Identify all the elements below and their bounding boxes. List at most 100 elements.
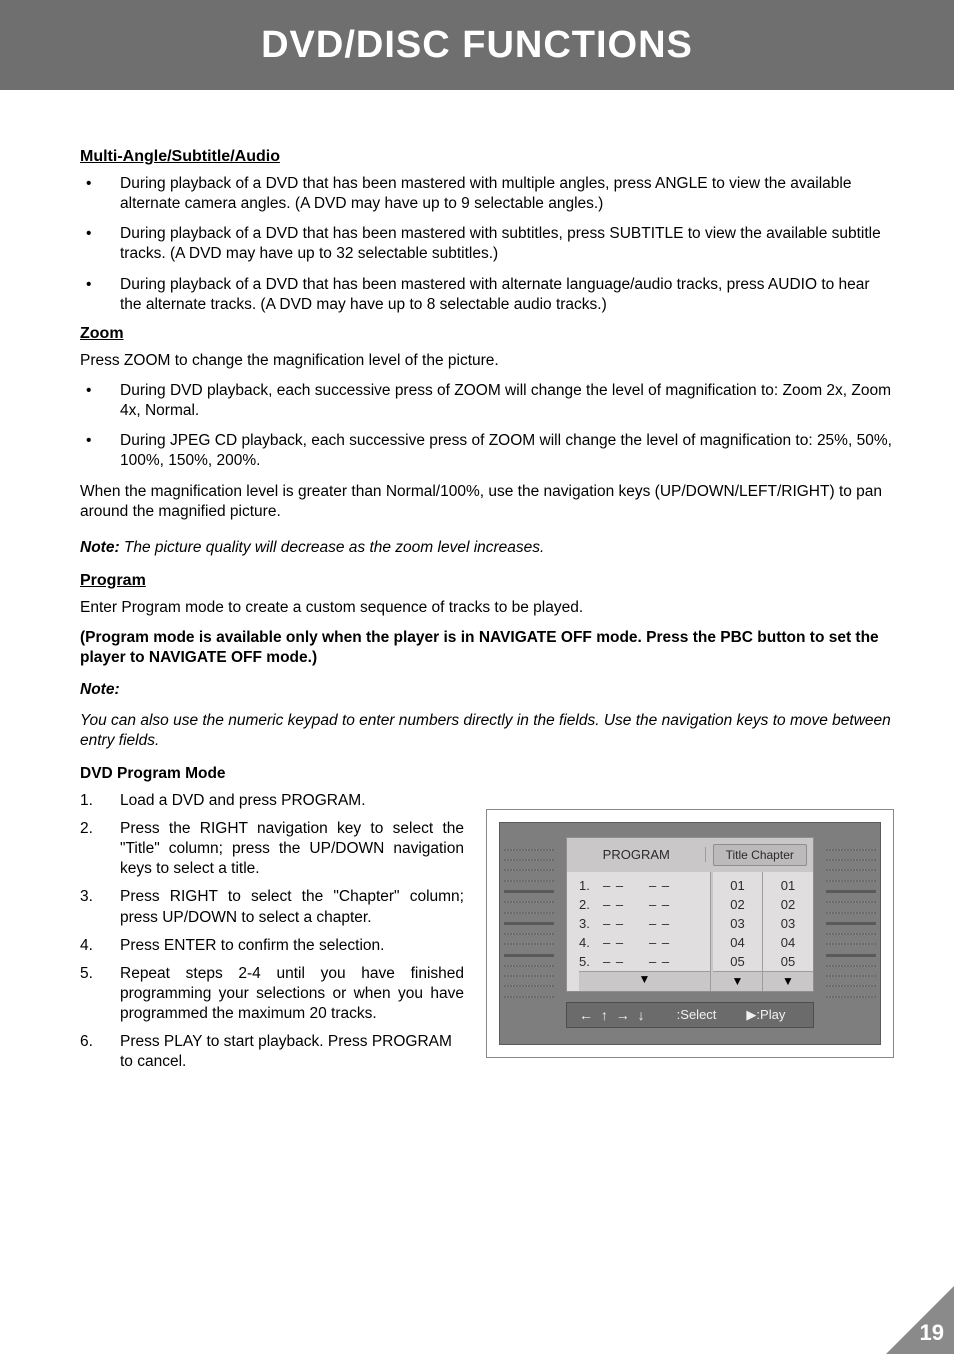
program-steps-list: 1.Load a DVD and press PROGRAM. 2.Press … <box>80 791 464 1073</box>
title-column: 01 02 03 04 05 ▼ <box>713 872 763 991</box>
row-idx: 5. <box>579 954 603 969</box>
bullet-text: During DVD playback, each successive pre… <box>120 381 894 421</box>
step-number: 4. <box>80 936 120 956</box>
row-idx: 4. <box>579 935 603 950</box>
content-area: Multi-Angle/Subtitle/Audio •During playb… <box>0 90 954 1081</box>
program-footer-bar: ← ↑ → ↓ :Select ▶:Play <box>566 1002 814 1028</box>
multi-angle-bullet-list: •During playback of a DVD that has been … <box>80 174 894 315</box>
row-idx: 1. <box>579 878 603 893</box>
row-dash: – – <box>603 916 649 931</box>
cell: 03 <box>713 914 762 933</box>
row-idx: 3. <box>579 916 603 931</box>
dvd-program-mode-heading: DVD Program Mode <box>80 765 894 783</box>
list-item: 5.Repeat steps 2-4 until you have finish… <box>80 964 464 1024</box>
section-heading-zoom: Zoom <box>80 325 894 343</box>
list-item: 6.Press PLAY to start playback. Press PR… <box>80 1032 464 1072</box>
step-text: Press RIGHT to select the "Chapter" colu… <box>120 887 464 927</box>
row-dash: – – <box>649 897 695 912</box>
bullet-text: During playback of a DVD that has been m… <box>120 174 894 214</box>
cell: 04 <box>713 933 762 952</box>
note-label: Note: <box>80 680 894 700</box>
bullet-text: During playback of a DVD that has been m… <box>120 275 894 315</box>
row-dash: – – <box>649 878 695 893</box>
program-entry-column: 1.– –– – 2.– –– – 3.– –– – 4.– –– – 5.– … <box>567 872 711 991</box>
cell: 05 <box>763 952 813 971</box>
zoom-intro: Press ZOOM to change the magnification l… <box>80 351 894 371</box>
note-text: The picture quality will decrease as the… <box>120 539 545 556</box>
bullet-text: During playback of a DVD that has been m… <box>120 224 894 264</box>
steps-column: 1.Load a DVD and press PROGRAM. 2.Press … <box>80 791 464 1081</box>
zoom-note: Note: The picture quality will decrease … <box>80 538 894 558</box>
program-table-header: PROGRAM Title Chapter <box>567 838 813 872</box>
step-text: Repeat steps 2-4 until you have finished… <box>120 964 464 1024</box>
row-idx: 2. <box>579 897 603 912</box>
program-note-text: You can also use the numeric keypad to e… <box>80 711 894 751</box>
select-label: :Select <box>677 1007 717 1022</box>
program-table-body: 1.– –– – 2.– –– – 3.– –– – 4.– –– – 5.– … <box>567 872 813 991</box>
row-dash: – – <box>649 916 695 931</box>
step-text: Load a DVD and press PROGRAM. <box>120 791 366 811</box>
row-dash: – – <box>603 878 649 893</box>
step-number: 1. <box>80 791 120 811</box>
list-item: •During playback of a DVD that has been … <box>80 275 894 315</box>
program-table: PROGRAM Title Chapter 1.– –– – 2.– –– – … <box>566 837 814 992</box>
section-heading-multi-angle: Multi-Angle/Subtitle/Audio <box>80 148 894 166</box>
list-item: •During playback of a DVD that has been … <box>80 174 894 214</box>
bullet-dot: • <box>80 431 120 471</box>
cell: 03 <box>763 914 813 933</box>
bullet-dot: • <box>80 275 120 315</box>
title-chapter-header: Title Chapter <box>706 844 813 866</box>
scroll-arrow: ▼ <box>763 971 813 991</box>
list-item: •During playback of a DVD that has been … <box>80 224 894 264</box>
bullet-dot: • <box>80 224 120 264</box>
bullet-dot: • <box>80 381 120 421</box>
program-screen-inner: PROGRAM Title Chapter 1.– –– – 2.– –– – … <box>499 822 881 1045</box>
cell: 02 <box>713 895 762 914</box>
step-text: Press the RIGHT navigation key to select… <box>120 819 464 879</box>
list-item: 3.Press RIGHT to select the "Chapter" co… <box>80 887 464 927</box>
note-label: Note: <box>80 539 120 556</box>
step-number: 3. <box>80 887 120 927</box>
scroll-arrow: ▼ <box>579 971 710 991</box>
program-bold-note: (Program mode is available only when the… <box>80 628 894 668</box>
row-dash: – – <box>649 935 695 950</box>
bullet-dot: • <box>80 174 120 214</box>
step-text: Press ENTER to confirm the selection. <box>120 936 384 956</box>
zoom-after: When the magnification level is greater … <box>80 482 894 522</box>
nav-arrows-icon: ← ↑ → ↓ <box>579 1007 647 1023</box>
cell: 02 <box>763 895 813 914</box>
step-number: 5. <box>80 964 120 1024</box>
table-row: 4.– –– – <box>579 933 710 952</box>
bullet-text: During JPEG CD playback, each successive… <box>120 431 894 471</box>
table-row: 3.– –– – <box>579 914 710 933</box>
step-text: Press PLAY to start playback. Press PROG… <box>120 1032 464 1072</box>
scroll-arrow: ▼ <box>713 971 762 991</box>
list-item: 4.Press ENTER to confirm the selection. <box>80 936 464 956</box>
zoom-bullet-list: •During DVD playback, each successive pr… <box>80 381 894 472</box>
program-header-label: PROGRAM <box>567 847 706 862</box>
row-dash: – – <box>603 897 649 912</box>
step-number: 6. <box>80 1032 120 1072</box>
row-dash: – – <box>603 935 649 950</box>
page-number: 19 <box>920 1320 944 1346</box>
cell: 05 <box>713 952 762 971</box>
list-item: 1.Load a DVD and press PROGRAM. <box>80 791 464 811</box>
play-label: ▶:Play <box>746 1007 785 1023</box>
page-title: DVD/DISC FUNCTIONS <box>261 24 693 67</box>
cell: 01 <box>713 876 762 895</box>
deco-lines-right <box>826 847 876 1000</box>
row-dash: – – <box>603 954 649 969</box>
table-row: 5.– –– – <box>579 952 710 971</box>
cell: 01 <box>763 876 813 895</box>
program-screenshot: PROGRAM Title Chapter 1.– –– – 2.– –– – … <box>486 809 894 1058</box>
row-dash: – – <box>649 954 695 969</box>
list-item: •During DVD playback, each successive pr… <box>80 381 894 421</box>
step-number: 2. <box>80 819 120 879</box>
table-row: 2.– –– – <box>579 895 710 914</box>
list-item: •During JPEG CD playback, each successiv… <box>80 431 894 471</box>
title-chapter-pill: Title Chapter <box>713 844 807 866</box>
chapter-column: 01 02 03 04 05 ▼ <box>763 872 813 991</box>
page-banner: DVD/DISC FUNCTIONS <box>0 0 954 90</box>
list-item: 2.Press the RIGHT navigation key to sele… <box>80 819 464 879</box>
deco-lines-left <box>504 847 554 1000</box>
